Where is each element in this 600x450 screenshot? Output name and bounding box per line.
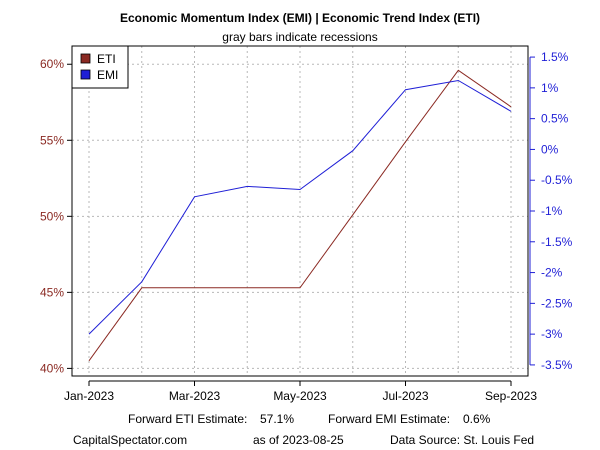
x-axis: Jan-2023 Mar-2023 May-2023 Jul-2023 Sep-2023: [64, 380, 537, 403]
series-line-eti: [88, 69, 512, 362]
x-tick-label: Sep-2023: [485, 389, 537, 403]
legend-swatch-emi: [80, 69, 91, 80]
right-tick-label: 1%: [541, 81, 559, 95]
series-line-emi: [88, 79, 512, 335]
left-tick-label: 55%: [40, 133, 64, 147]
right-tick-label: -1%: [541, 204, 563, 218]
right-tick-label: 0%: [541, 142, 559, 156]
as-of-date: as of 2023-08-25: [253, 433, 344, 447]
left-tick-label: 60%: [40, 57, 64, 71]
left-tick-label: 40%: [40, 361, 64, 375]
right-tick-label: 1.5%: [541, 50, 569, 64]
right-tick-label: -1.5%: [541, 235, 573, 249]
left-tick-label: 45%: [40, 285, 64, 299]
right-tick-label: -2%: [541, 266, 563, 280]
forward-eti-value: 57.1%: [260, 412, 294, 426]
chart-subtitle: gray bars indicate recessions: [222, 30, 377, 44]
right-tick-label: -0.5%: [541, 173, 573, 187]
legend-box: [71, 45, 129, 89]
right-tick-label: 0.5%: [541, 112, 569, 126]
legend-swatch-eti: [80, 53, 91, 64]
legend-label-eti: ETI: [97, 52, 116, 66]
x-tick-label: Jan-2023: [64, 389, 114, 403]
source-site: CapitalSpectator.com: [73, 433, 187, 447]
forward-eti-label: Forward ETI Estimate:: [128, 412, 247, 426]
x-tick-label: Jul-2023: [382, 389, 428, 403]
x-tick-label: May-2023: [273, 389, 327, 403]
right-axis: -3.5% -3% -2.5% -2% -1.5% -1% -0.5% 0% 0.5% 1% 1.5…: [529, 50, 573, 372]
left-tick-label: 50%: [40, 209, 64, 223]
right-tick-label: -3.5%: [541, 358, 573, 372]
legend-label-emi: EMI: [97, 68, 118, 82]
footer: Forward ETI Estimate: 57.1% Forward EMI …: [73, 412, 534, 447]
gridlines: [72, 46, 528, 376]
forward-emi-value: 0.6%: [463, 412, 491, 426]
plot-frame: [71, 45, 529, 377]
chart-title: Economic Momentum Index (EMI) | Economic…: [120, 11, 480, 25]
left-axis: 40% 45% 50% 55% 60%: [40, 57, 72, 375]
right-tick-label: -2.5%: [541, 296, 573, 310]
data-source: Data Source: St. Louis Fed: [390, 433, 534, 447]
forward-emi-label: Forward EMI Estimate:: [328, 412, 450, 426]
legend: ETI EMI: [71, 45, 129, 89]
x-tick-label: Mar-2023: [169, 389, 221, 403]
series-lines: [88, 69, 512, 362]
right-tick-label: -3%: [541, 327, 563, 341]
